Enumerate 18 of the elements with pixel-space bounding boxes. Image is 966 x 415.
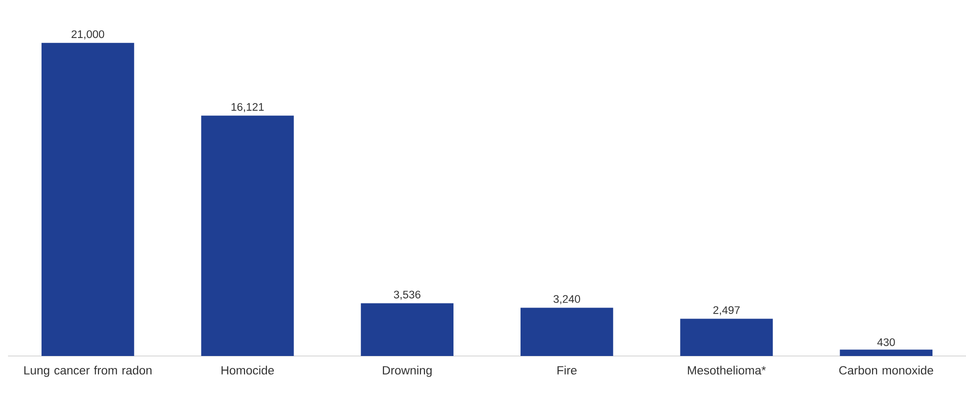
x-tick-label: Fire — [558, 366, 577, 375]
data-label: 3,536 — [394, 290, 420, 300]
data-label: 3,240 — [554, 295, 580, 304]
bar — [201, 116, 294, 356]
x-tick-label: Mesothelioma* — [688, 366, 766, 375]
bar — [42, 42, 134, 356]
x-tick-label: Carbon monoxide — [839, 366, 934, 375]
data-label: 430 — [877, 338, 895, 346]
bar — [840, 350, 932, 356]
x-tick-label: Drowning — [382, 366, 432, 377]
bar — [520, 308, 614, 356]
x-tick-label: Lung cancer from radon — [24, 366, 152, 377]
bar — [680, 318, 773, 356]
data-label: 21,000 — [72, 30, 104, 40]
bar — [360, 303, 454, 356]
data-label: 2,497 — [713, 306, 740, 316]
x-tick-label: Homocide — [222, 366, 274, 375]
data-label: 16,121 — [232, 103, 264, 112]
